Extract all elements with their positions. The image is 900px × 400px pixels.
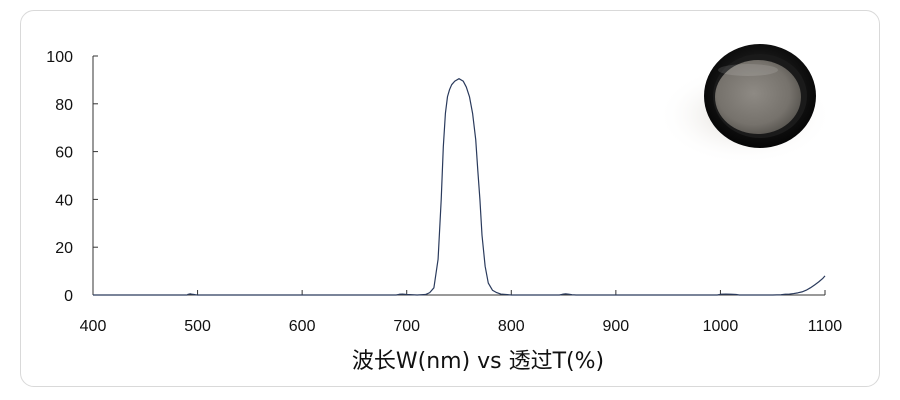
- x-tick-label: 700: [393, 318, 420, 335]
- filter-photo: [657, 44, 833, 165]
- y-tick-label: 60: [55, 145, 73, 162]
- y-tick-label: 40: [55, 192, 73, 209]
- x-tick-label: 800: [498, 318, 525, 335]
- x-tick-label: 500: [184, 318, 211, 335]
- x-axis-title: 波长W(nm) vs 透过T(%): [352, 349, 604, 374]
- y-tick-label: 80: [55, 97, 73, 114]
- x-tick-label: 1000: [703, 318, 739, 335]
- y-tick-label: 20: [55, 240, 73, 257]
- x-tick-label: 900: [603, 318, 630, 335]
- y-tick-label: 0: [64, 288, 73, 305]
- plot-area: [93, 78, 826, 296]
- x-tick-label: 400: [80, 318, 107, 335]
- tick-labels: 400 500 600 700 800 900 1000 1100 0 20 40 60 80 100: [46, 49, 842, 335]
- transmission-series-line: [93, 78, 826, 296]
- x-tick-label: 600: [289, 318, 316, 335]
- x-tick-label: 1100: [808, 318, 843, 335]
- y-tick-label: 100: [46, 49, 73, 66]
